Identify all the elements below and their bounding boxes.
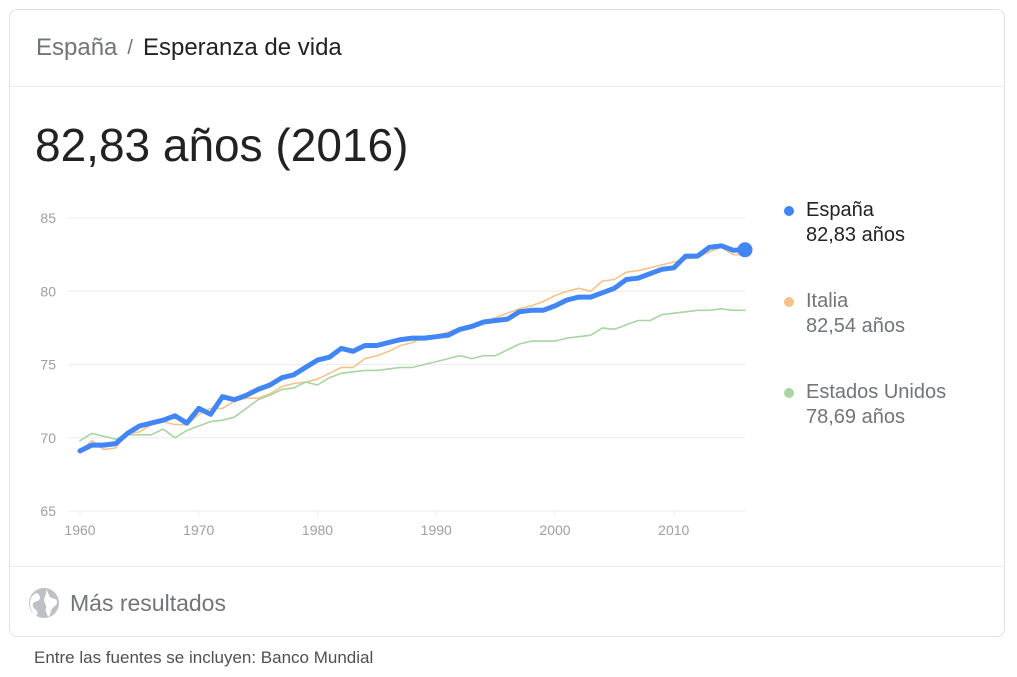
breadcrumb: España / Esperanza de vida [10, 10, 1004, 87]
y-tick-label: 80 [40, 283, 56, 299]
legend-dot-espana [784, 206, 794, 216]
globe-icon [29, 588, 59, 618]
legend-value: 82,83 años [806, 224, 905, 246]
more-results-label: Más resultados [70, 589, 226, 616]
knowledge-card: España / Esperanza de vida 82,83 años (2… [9, 9, 1005, 637]
headline-value: 82,83 años (2016) [35, 119, 409, 171]
legend-item-italia[interactable]: Italia 82,54 años [782, 289, 997, 380]
life-expectancy-chart: 65 70 75 80 85 1960 1970 1980 1990 2000 2010 [40, 210, 753, 535]
more-results-button[interactable]: Más resultados [10, 566, 1004, 636]
series-endpoint-espana [737, 242, 753, 258]
y-tick-label: 70 [40, 430, 56, 446]
series-line-espana [77, 243, 748, 454]
breadcrumb-root-link[interactable]: España [36, 34, 118, 61]
y-tick-label: 65 [40, 503, 56, 519]
x-tick-label: 1970 [183, 522, 214, 535]
legend-name: España [806, 199, 874, 221]
y-tick-label: 75 [40, 357, 56, 373]
legend-name: Estados Unidos [806, 381, 947, 403]
legend-item-estados-unidos[interactable]: Estados Unidos 78,69 años [782, 380, 997, 471]
legend-dot-italia [784, 297, 794, 307]
series-line-estados-unidos [79, 308, 746, 442]
legend-name: Italia [806, 290, 849, 312]
breadcrumb-current: Esperanza de vida [142, 34, 342, 61]
legend-value: 82,54 años [806, 315, 905, 337]
legend-item-espana[interactable]: España 82,83 años [782, 198, 997, 289]
x-tick-label: 1980 [302, 522, 333, 535]
breadcrumb-separator: / [127, 36, 133, 59]
x-tick-label: 2000 [539, 522, 570, 535]
legend-dot-estados-unidos [784, 388, 794, 398]
y-tick-label: 85 [40, 210, 56, 226]
source-note: Entre las fuentes se incluyen: Banco Mun… [34, 648, 374, 667]
x-tick-label: 2010 [658, 522, 689, 535]
x-tick-label: 1990 [421, 522, 452, 535]
legend-value: 78,69 años [806, 406, 905, 428]
chart-legend: España 82,83 años Italia 82,54 años Esta… [782, 198, 997, 471]
x-tick-label: 1960 [64, 522, 95, 535]
